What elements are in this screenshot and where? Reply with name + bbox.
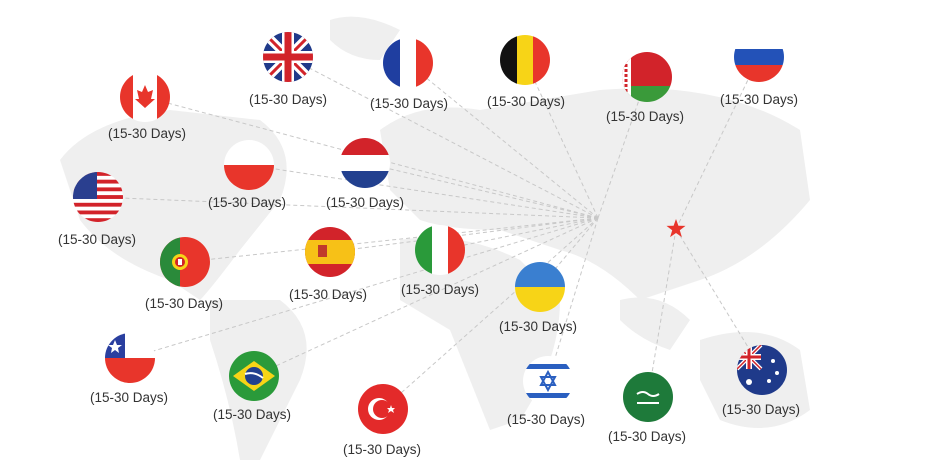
route-line bbox=[439, 217, 599, 251]
route-line bbox=[647, 228, 677, 398]
route-line bbox=[129, 217, 599, 359]
route-line bbox=[547, 217, 599, 382]
flag-ukraine-icon bbox=[515, 262, 565, 312]
delivery-time-label: (15-30 Days) bbox=[400, 282, 480, 297]
route-line bbox=[253, 217, 599, 377]
flag-italy-icon bbox=[415, 225, 465, 275]
route-line bbox=[407, 62, 599, 219]
flag-france-icon bbox=[383, 38, 433, 88]
route-line bbox=[329, 217, 599, 253]
delivery-time-label: (15-30 Days) bbox=[342, 442, 422, 457]
route-line bbox=[287, 56, 599, 219]
delivery-time-label: (15-30 Days) bbox=[248, 92, 328, 107]
route-line bbox=[539, 217, 599, 288]
flag-usa-icon bbox=[73, 172, 123, 222]
delivery-time-label: (15-30 Days) bbox=[144, 296, 224, 311]
route-line bbox=[524, 59, 599, 219]
flag-canada-icon bbox=[120, 72, 170, 122]
route-line bbox=[675, 56, 760, 230]
flag-turkey-icon bbox=[358, 384, 408, 434]
flag-chile-icon bbox=[105, 333, 155, 383]
delivery-time-label: (15-30 Days) bbox=[607, 429, 687, 444]
route-lines bbox=[97, 56, 763, 410]
delivery-time-label: (15-30 Days) bbox=[288, 287, 368, 302]
delivery-time-label: (15-30 Days) bbox=[719, 92, 799, 107]
delivery-time-label: (15-30 Days) bbox=[369, 96, 449, 111]
delivery-time-label: (15-30 Days) bbox=[89, 390, 169, 405]
delivery-time-label: (15-30 Days) bbox=[207, 195, 287, 210]
delivery-time-label: (15-30 Days) bbox=[57, 232, 137, 247]
delivery-time-label: (15-30 Days) bbox=[605, 109, 685, 124]
delivery-time-label: (15-30 Days) bbox=[107, 126, 187, 141]
star-icon bbox=[666, 219, 686, 238]
flag-uk-icon bbox=[263, 32, 313, 82]
flag-israel-icon bbox=[523, 356, 573, 406]
flag-belgium-icon bbox=[500, 35, 550, 85]
flag-australia-icon bbox=[737, 345, 787, 395]
flag-saudi-arabia-icon bbox=[623, 372, 673, 422]
flag-brazil-icon bbox=[229, 351, 279, 401]
delivery-time-label: (15-30 Days) bbox=[506, 412, 586, 427]
delivery-time-label: (15-30 Days) bbox=[325, 195, 405, 210]
route-line bbox=[248, 164, 599, 219]
delivery-time-label: (15-30 Days) bbox=[486, 94, 566, 109]
route-line bbox=[184, 217, 599, 263]
flag-netherlands-icon bbox=[340, 138, 390, 188]
flag-spain-icon bbox=[305, 227, 355, 277]
delivery-time-label: (15-30 Days) bbox=[212, 407, 292, 422]
route-line bbox=[364, 162, 599, 219]
flag-belarus-icon bbox=[622, 52, 672, 102]
route-line bbox=[382, 217, 599, 410]
route-line bbox=[597, 76, 648, 219]
flag-russia-icon bbox=[734, 32, 784, 82]
flag-portugal-icon bbox=[160, 237, 210, 287]
delivery-time-label: (15-30 Days) bbox=[721, 402, 801, 417]
delivery-time-label: (15-30 Days) bbox=[498, 319, 578, 334]
flag-poland-icon bbox=[224, 140, 274, 190]
